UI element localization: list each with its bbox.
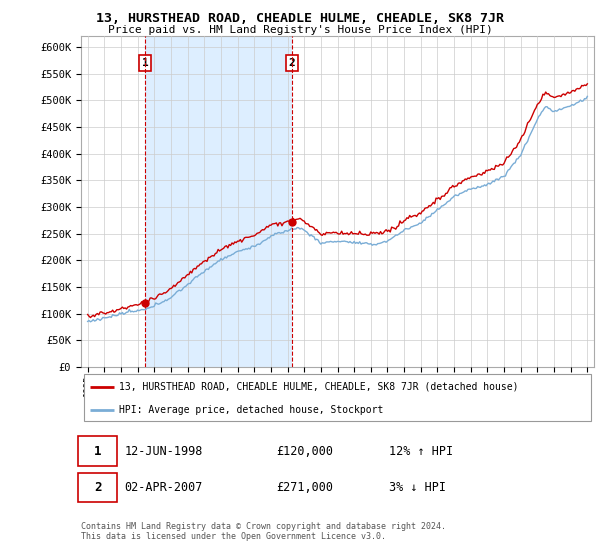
Text: 2: 2 [289, 58, 295, 68]
Text: 13, HURSTHEAD ROAD, CHEADLE HULME, CHEADLE, SK8 7JR (detached house): 13, HURSTHEAD ROAD, CHEADLE HULME, CHEAD… [119, 381, 519, 391]
Text: 12-JUN-1998: 12-JUN-1998 [125, 445, 203, 458]
Text: £120,000: £120,000 [276, 445, 333, 458]
Text: £271,000: £271,000 [276, 481, 333, 494]
Text: 1: 1 [94, 445, 101, 458]
Text: Price paid vs. HM Land Registry's House Price Index (HPI): Price paid vs. HM Land Registry's House … [107, 25, 493, 35]
Text: 2: 2 [94, 481, 101, 494]
Text: 12% ↑ HPI: 12% ↑ HPI [389, 445, 453, 458]
Text: 3% ↓ HPI: 3% ↓ HPI [389, 481, 446, 494]
Bar [145, 36, 292, 367]
Text: 13, HURSTHEAD ROAD, CHEADLE HULME, CHEADLE, SK8 7JR: 13, HURSTHEAD ROAD, CHEADLE HULME, CHEAD… [96, 12, 504, 25]
FancyBboxPatch shape [79, 436, 117, 466]
Text: 1: 1 [142, 58, 149, 68]
FancyBboxPatch shape [83, 375, 591, 421]
Text: HPI: Average price, detached house, Stockport: HPI: Average price, detached house, Stoc… [119, 405, 384, 415]
Text: Contains HM Land Registry data © Crown copyright and database right 2024.
This d: Contains HM Land Registry data © Crown c… [81, 522, 446, 542]
Text: 02-APR-2007: 02-APR-2007 [125, 481, 203, 494]
FancyBboxPatch shape [79, 473, 117, 502]
